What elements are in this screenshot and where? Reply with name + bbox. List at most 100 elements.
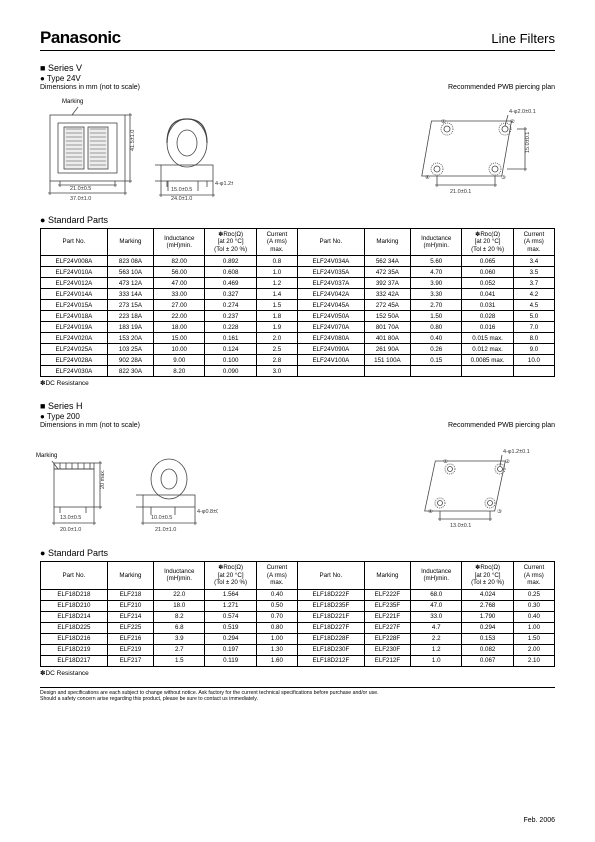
table-cell: 3.0 — [256, 366, 297, 377]
dc-note-v: ✽DC Resistance — [40, 379, 555, 387]
svg-text:13.0±0.1: 13.0±0.1 — [450, 523, 471, 529]
table-cell: 2.7 — [154, 644, 205, 655]
table-cell: ELF24V030A — [41, 366, 108, 377]
series-h-dim-note: Dimensions in mm (not to scale) — [40, 422, 140, 429]
table-cell: ELF18D210 — [41, 600, 108, 611]
table-cell: 2.00 — [513, 644, 554, 655]
table-header: Marking — [364, 562, 410, 589]
brand-logo: Panasonic — [40, 28, 121, 48]
table-cell: 562 34A — [364, 256, 410, 267]
table-cell: 3.5 — [513, 267, 554, 278]
table-row: ELF24V012A473 12A47.000.4691.2ELF24V037A… — [41, 278, 555, 289]
table-cell: 0.15 — [411, 355, 462, 366]
table-row: ELF18D216ELF2163.90.2941.00ELF18D228FELF… — [41, 633, 555, 644]
svg-text:13.0±0.5: 13.0±0.5 — [60, 515, 81, 521]
table-cell: ELF216 — [107, 633, 153, 644]
svg-text:15.0±0.5: 15.0±0.5 — [171, 187, 192, 193]
table-cell: ELF24V015A — [41, 300, 108, 311]
table-row: ELF18D210ELF21018.01.2710.50ELF18D235FEL… — [41, 600, 555, 611]
table-cell: 0.80 — [411, 322, 462, 333]
table-cell: 0.016 — [462, 322, 513, 333]
table-cell: 1.790 — [462, 611, 513, 622]
table-cell: ELF24V080A — [297, 333, 364, 344]
series-v-pwb-note: Recommended PWB piercing plan — [448, 84, 555, 95]
table-cell: 3.90 — [411, 278, 462, 289]
table-cell — [364, 366, 410, 377]
table-cell: 2.70 — [411, 300, 462, 311]
table-cell: 4.5 — [513, 300, 554, 311]
table-cell: 1.30 — [256, 644, 297, 655]
footnote-line2: Should a safety concern arise regarding … — [40, 696, 555, 703]
table-cell: ELF18D235F — [297, 600, 364, 611]
table-cell: ELF18D214 — [41, 611, 108, 622]
page-header: Panasonic Line Filters — [40, 28, 555, 51]
table-cell: 3.9 — [154, 633, 205, 644]
table-cell: 0.469 — [205, 278, 256, 289]
footnote: Design and specifications are each subje… — [40, 687, 555, 704]
table-row: ELF18D219ELF2192.70.1971.30ELF18D230FELF… — [41, 644, 555, 655]
table-cell: 3.7 — [513, 278, 554, 289]
table-cell: ELF225 — [107, 622, 153, 633]
svg-text:④: ④ — [425, 174, 430, 181]
series-v-dim-note: Dimensions in mm (not to scale) — [40, 84, 140, 91]
table-cell: 1.50 — [513, 633, 554, 644]
table-cell: ELF24V100A — [297, 355, 364, 366]
table-cell: 183 19A — [107, 322, 153, 333]
table-cell: ELF217 — [107, 655, 153, 666]
table-cell: 7.0 — [513, 322, 554, 333]
svg-text:③: ③ — [501, 174, 506, 181]
table-cell: 18.00 — [154, 322, 205, 333]
table-cell: 0.015 max. — [462, 333, 513, 344]
table-header: Marking — [107, 229, 153, 256]
table-cell: ELF18D218 — [41, 589, 108, 600]
table-cell: 1.60 — [256, 655, 297, 666]
table-cell: 15.00 — [154, 333, 205, 344]
table-cell: ELF228F — [364, 633, 410, 644]
table-cell: 0.574 — [205, 611, 256, 622]
table-cell: 152 50A — [364, 311, 410, 322]
table-cell: 1.4 — [256, 289, 297, 300]
table-cell: 0.065 — [462, 256, 513, 267]
table-cell: ELF18D225 — [41, 622, 108, 633]
table-cell: 0.40 — [411, 333, 462, 344]
footnote-line1: Design and specifications are each subje… — [40, 690, 555, 697]
series-h-pwb-note: Recommended PWB piercing plan — [448, 422, 555, 433]
table-header: Part No. — [41, 562, 108, 589]
table-header: ✽Rᴅᴄ(Ω)[at 20 °C](Tol ± 20 %) — [205, 562, 256, 589]
table-cell: 1.50 — [411, 311, 462, 322]
table-cell: 0.294 — [462, 622, 513, 633]
table-cell: 0.100 — [205, 355, 256, 366]
table-cell: 1.00 — [256, 633, 297, 644]
table-header: Marking — [107, 562, 153, 589]
table-cell: 0.8 — [256, 256, 297, 267]
table-cell: 0.30 — [513, 600, 554, 611]
svg-text:4.0±1.0: 4.0±1.0 — [133, 488, 135, 506]
table-cell: 33.0 — [411, 611, 462, 622]
table-cell: 0.060 — [462, 267, 513, 278]
table-cell: ELF24V037A — [297, 278, 364, 289]
table-cell: 0.25 — [513, 589, 554, 600]
table-row: ELF24V028A902 28A9.000.1002.8ELF24V100A1… — [41, 355, 555, 366]
table-cell: 0.274 — [205, 300, 256, 311]
table-header: Part No. — [297, 229, 364, 256]
table-cell: 223 18A — [107, 311, 153, 322]
table-cell: 3.30 — [411, 289, 462, 300]
table-cell: 2.5 — [256, 344, 297, 355]
table-cell: ELF24V035A — [297, 267, 364, 278]
table-cell: 1.8 — [256, 311, 297, 322]
table-cell: ELF18D227F — [297, 622, 364, 633]
table-header: ✽Rᴅᴄ(Ω)[at 20 °C](Tol ± 20 %) — [205, 229, 256, 256]
table-cell: 0.028 — [462, 311, 513, 322]
table-cell — [297, 366, 364, 377]
table-cell: 472 35A — [364, 267, 410, 278]
table-row: ELF24V018A223 18A22.000.2371.8ELF24V050A… — [41, 311, 555, 322]
table-row: ELF18D218ELF21822.01.5640.40ELF18D222FEL… — [41, 589, 555, 600]
table-cell: 0.153 — [462, 633, 513, 644]
table-cell: ELF24V020A — [41, 333, 108, 344]
table-cell: 1.5 — [154, 655, 205, 666]
table-cell: 332 42A — [364, 289, 410, 300]
table-row: ELF24V014A333 14A33.000.3271.4ELF24V042A… — [41, 289, 555, 300]
table-header: Part No. — [297, 562, 364, 589]
table-row: ELF24V008A823 08A82.000.8920.8ELF24V034A… — [41, 256, 555, 267]
series-h-diagrams: Marking 13.0±0.5 20.0±1.0 20 max. — [40, 439, 555, 534]
